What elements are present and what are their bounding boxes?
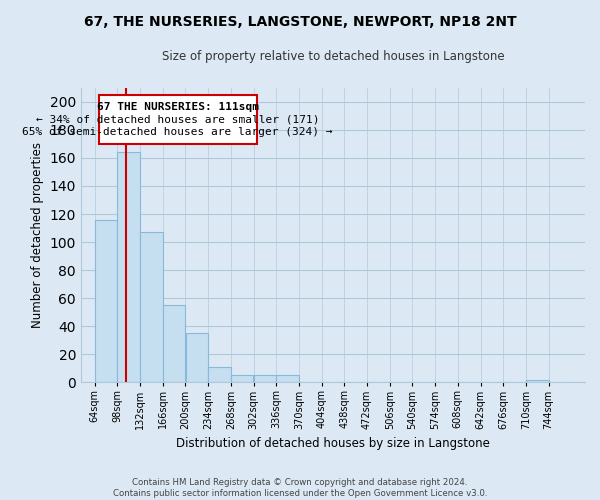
Bar [185, 334, 208, 382]
Text: 67 THE NURSERIES: 111sqm: 67 THE NURSERIES: 111sqm [97, 102, 259, 112]
FancyBboxPatch shape [98, 95, 257, 144]
Text: 65% of semi-detached houses are larger (324) →: 65% of semi-detached houses are larger (… [22, 127, 333, 137]
Bar [231, 376, 253, 382]
Y-axis label: Number of detached properties: Number of detached properties [31, 142, 44, 328]
Bar [118, 152, 140, 382]
Bar [140, 232, 163, 382]
Text: Contains HM Land Registry data © Crown copyright and database right 2024.
Contai: Contains HM Land Registry data © Crown c… [113, 478, 487, 498]
Bar [95, 220, 117, 382]
Bar [254, 376, 276, 382]
Text: ← 34% of detached houses are smaller (171): ← 34% of detached houses are smaller (17… [36, 114, 319, 124]
Bar [208, 367, 231, 382]
Title: Size of property relative to detached houses in Langstone: Size of property relative to detached ho… [161, 50, 505, 63]
Bar [163, 305, 185, 382]
Text: 67, THE NURSERIES, LANGSTONE, NEWPORT, NP18 2NT: 67, THE NURSERIES, LANGSTONE, NEWPORT, N… [83, 15, 517, 29]
X-axis label: Distribution of detached houses by size in Langstone: Distribution of detached houses by size … [176, 437, 490, 450]
Bar [526, 380, 548, 382]
Bar [277, 376, 299, 382]
